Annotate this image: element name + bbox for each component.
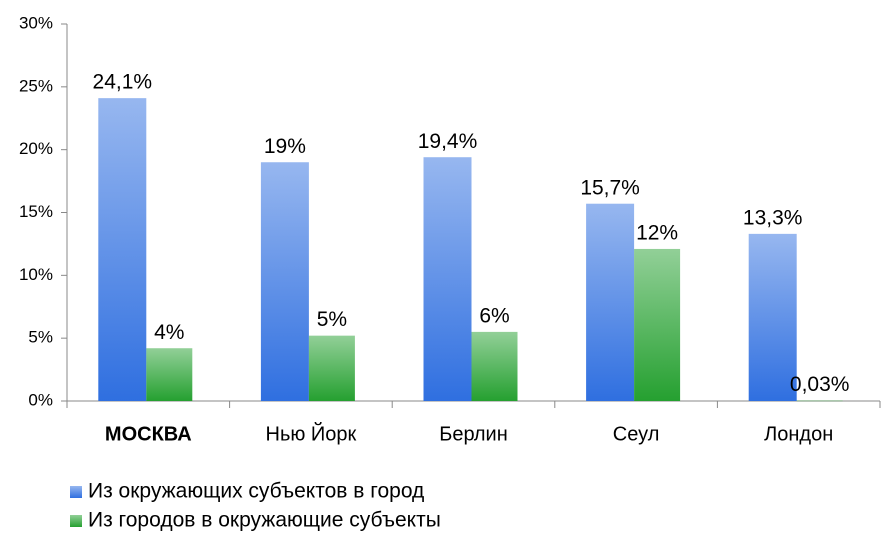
bar xyxy=(423,157,472,401)
bar xyxy=(260,162,309,401)
legend-label: Из городов в окружающие субъекты xyxy=(88,509,441,532)
bar xyxy=(471,331,518,401)
value-label: 13,3% xyxy=(743,206,803,229)
x-tick-label: Лондон xyxy=(764,423,833,445)
x-tick-label: Берлин xyxy=(439,423,508,445)
y-tick-label: 30% xyxy=(19,13,53,32)
y-tick-label: 0% xyxy=(28,390,53,409)
bar xyxy=(748,233,797,401)
value-label: 24,1% xyxy=(93,71,153,94)
value-label: 4% xyxy=(154,321,184,344)
value-label: 19,4% xyxy=(418,130,478,153)
x-tick-label: Сеул xyxy=(613,423,660,445)
value-label: 5% xyxy=(317,308,347,331)
y-tick-label: 20% xyxy=(19,139,53,158)
value-label: 19% xyxy=(264,135,306,158)
bar xyxy=(308,335,355,401)
legend-label: Из окружающих субъектов в город xyxy=(88,480,424,503)
y-tick-label: 15% xyxy=(19,202,53,221)
bar xyxy=(98,98,147,401)
x-tick-label: Нью Йорк xyxy=(266,421,357,445)
value-label: 12% xyxy=(636,221,678,244)
value-label: 0,03% xyxy=(790,373,850,396)
y-tick-label: 25% xyxy=(19,76,53,95)
bar xyxy=(796,400,843,402)
y-tick-label: 10% xyxy=(19,265,53,284)
bar xyxy=(634,248,681,401)
y-tick-label: 5% xyxy=(28,328,53,347)
bar xyxy=(146,348,193,401)
value-label: 15,7% xyxy=(580,176,640,199)
x-tick-label: МОСКВА xyxy=(105,423,192,445)
bar xyxy=(586,203,635,401)
value-label: 6% xyxy=(479,304,509,327)
legend-swatch xyxy=(70,486,82,498)
legend-swatch xyxy=(70,515,82,527)
